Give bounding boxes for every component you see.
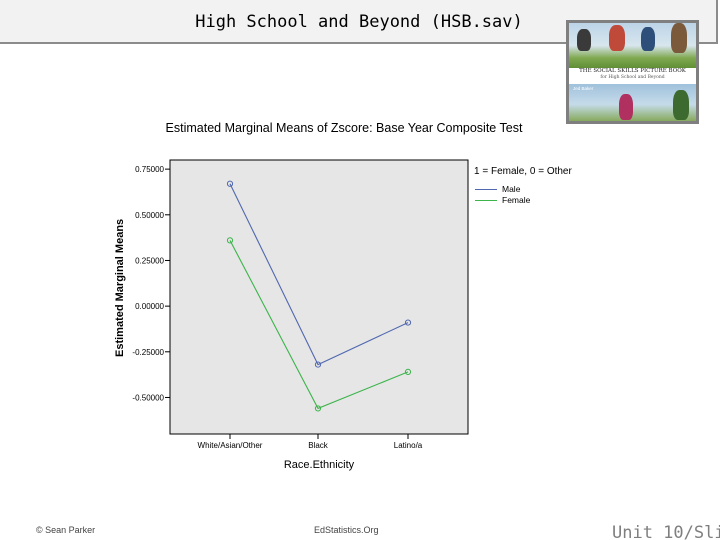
series-line-female — [229, 240, 409, 410]
footer-slide-number: Unit 10/Slide — [612, 523, 720, 540]
legend-label-male: Male — [502, 184, 521, 194]
chart-title: Estimated Marginal Means of Zscore: Base… — [165, 121, 523, 135]
book-cover-bottom-photo: Jed Baker — [569, 84, 696, 121]
legend-title: 1 = Female, 0 = Other — [474, 166, 572, 177]
x-axis-label: Race.Ethnicity — [283, 459, 355, 471]
plot-area — [169, 159, 469, 435]
book-cover-top-photo — [569, 23, 696, 68]
book-cover-author: Jed Baker — [573, 86, 594, 91]
series-line-male — [229, 183, 409, 366]
x-tick-label: Latino/a — [394, 441, 423, 450]
slide-title: High School and Beyond (HSB.sav) — [195, 12, 523, 32]
data-point-male — [404, 319, 412, 326]
y-tick-label: -0.50000 — [132, 393, 164, 402]
data-point-male — [314, 361, 322, 368]
book-cover-image: THE SOCIAL SKILLS PICTURE BOOK for High … — [566, 20, 699, 124]
x-tick-label: Black — [308, 441, 329, 450]
y-tick-label: 0.25000 — [135, 256, 164, 265]
legend-label-female: Female — [502, 195, 531, 205]
book-cover-title: THE SOCIAL SKILLS PICTURE BOOK — [579, 68, 686, 74]
legend-swatch-male — [475, 189, 497, 190]
y-tick-label: 0.75000 — [135, 165, 164, 174]
data-point-male — [226, 180, 234, 187]
book-cover-subtitle: for High School and Beyond — [600, 75, 665, 80]
footer-site: EdStatistics.Org — [314, 525, 379, 535]
book-cover-title-band: THE SOCIAL SKILLS PICTURE BOOK for High … — [569, 68, 696, 84]
legend-swatch-female — [475, 200, 497, 201]
footer-copyright: © Sean Parker — [36, 525, 96, 535]
x-tick-label: White/Asian/Other — [198, 441, 263, 450]
y-tick-label: 0.50000 — [135, 211, 164, 220]
data-point-female — [226, 237, 234, 244]
data-point-female — [404, 368, 412, 375]
y-tick-label: 0.00000 — [135, 302, 164, 311]
y-tick-label: -0.25000 — [132, 348, 164, 357]
data-point-female — [314, 405, 322, 412]
